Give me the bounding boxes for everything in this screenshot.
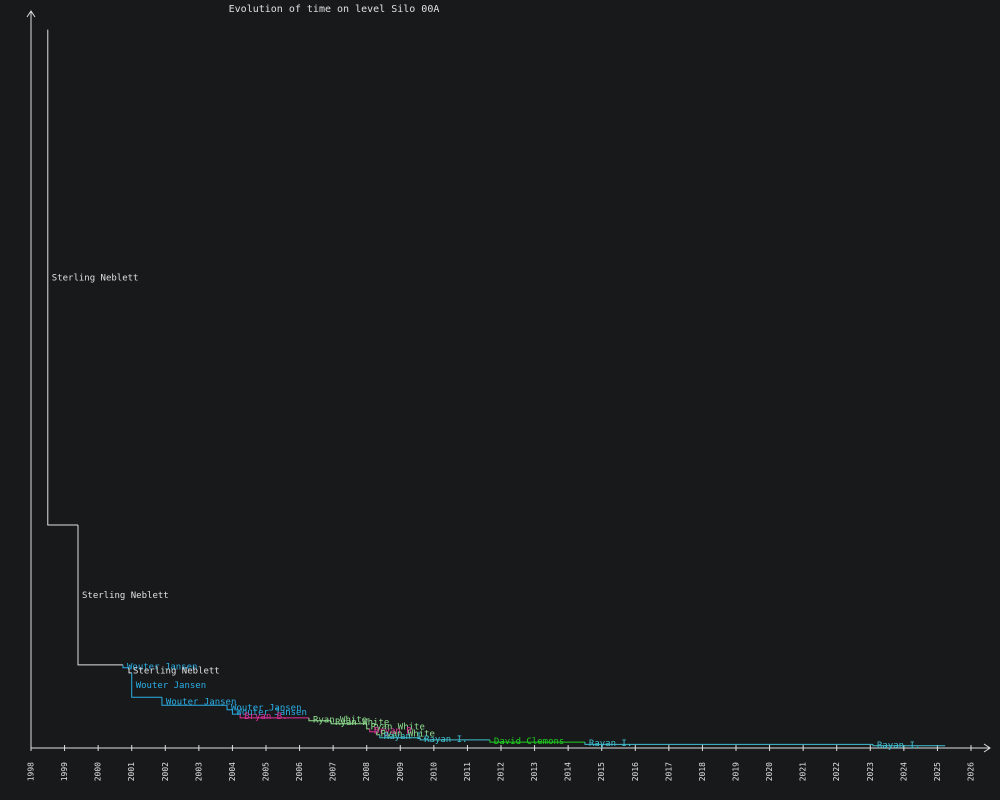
x-tick-label: 2021 [799, 762, 808, 781]
holder-label: Wouter Jansen [127, 662, 197, 672]
chart-title: Evolution of time on level Silo 00A [229, 4, 440, 15]
x-arrow [983, 743, 991, 753]
y-arrow [26, 10, 36, 18]
holder-label: Bryan B. [374, 726, 417, 736]
holder-label: Sterling Neblett [133, 666, 220, 676]
record-step [47, 29, 78, 526]
holder-label: Rayan I. [877, 741, 920, 751]
record-step [366, 723, 370, 730]
record-step [128, 667, 132, 674]
x-tick-label: 2004 [228, 762, 237, 781]
record-step [584, 742, 873, 745]
x-tick-label: 2006 [295, 762, 304, 781]
holder-label: Rayan I. [424, 735, 467, 745]
x-tick-label: 2020 [765, 762, 774, 781]
record-step [376, 731, 380, 736]
x-tick-label: 2011 [463, 762, 472, 781]
record-step [369, 728, 377, 733]
holder-label: Sterling Neblett [52, 273, 139, 283]
x-tick-label: 2022 [832, 762, 841, 781]
x-tick-label: 2026 [967, 762, 976, 781]
x-tick-label: 2000 [94, 762, 103, 781]
x-tick-label: 2015 [597, 762, 606, 781]
holder-label: Wouter Jansen [166, 697, 236, 707]
x-tick-label: 2025 [933, 762, 942, 781]
x-tick-label: 2019 [732, 762, 741, 781]
record-step [419, 737, 490, 741]
holder-label: Rayan I. [384, 732, 427, 742]
x-tick-label: 2010 [429, 762, 438, 781]
x-tick-label: 2007 [329, 762, 338, 781]
holder-label: Wouter Jansen [136, 681, 206, 691]
record-step [330, 720, 367, 725]
record-step [308, 717, 332, 722]
x-tick-label: 1998 [27, 762, 36, 781]
x-tick-label: 2024 [899, 762, 908, 781]
record-step [226, 705, 233, 711]
x-tick-label: 2012 [497, 762, 506, 781]
holder-label: Wouter Jansen [236, 708, 306, 718]
x-tick-label: 2023 [866, 762, 875, 781]
x-tick-label: 2018 [698, 762, 707, 781]
holder-label: Ryan White [371, 722, 425, 732]
holder-label: Bryan B. [244, 712, 287, 722]
holder-label: Ryan White [313, 715, 367, 725]
x-tick-label: 2013 [530, 762, 539, 781]
axes [26, 10, 991, 753]
x-tick-label: 2002 [161, 762, 170, 781]
holder-label: Ryan White [335, 718, 389, 728]
x-tick-label: 2017 [664, 762, 673, 781]
record-step [122, 664, 130, 669]
record-step [489, 739, 585, 743]
record-step [231, 709, 241, 715]
holder-label: David Clemons [494, 737, 564, 747]
record-step [239, 714, 309, 719]
record-step [77, 524, 123, 666]
x-tick-label: 2009 [396, 762, 405, 781]
record-step [131, 672, 162, 698]
x-tick-label: 1999 [60, 762, 69, 781]
holder-label: Ryan White [381, 729, 435, 739]
record-step [379, 734, 421, 739]
x-tick-label: 2005 [262, 762, 271, 781]
record-step [872, 744, 946, 747]
x-tick-label: 2001 [127, 762, 136, 781]
x-tick-label: 2016 [631, 762, 640, 781]
record-step [161, 697, 228, 706]
holder-label: Rayan I. [589, 739, 632, 749]
x-tick-label: 2003 [194, 762, 203, 781]
holder-label: Sterling Neblett [82, 591, 169, 601]
holder-label: Wouter Jansen [231, 704, 301, 714]
x-tick-label: 2008 [362, 762, 371, 781]
x-tick-label: 2014 [564, 762, 573, 781]
